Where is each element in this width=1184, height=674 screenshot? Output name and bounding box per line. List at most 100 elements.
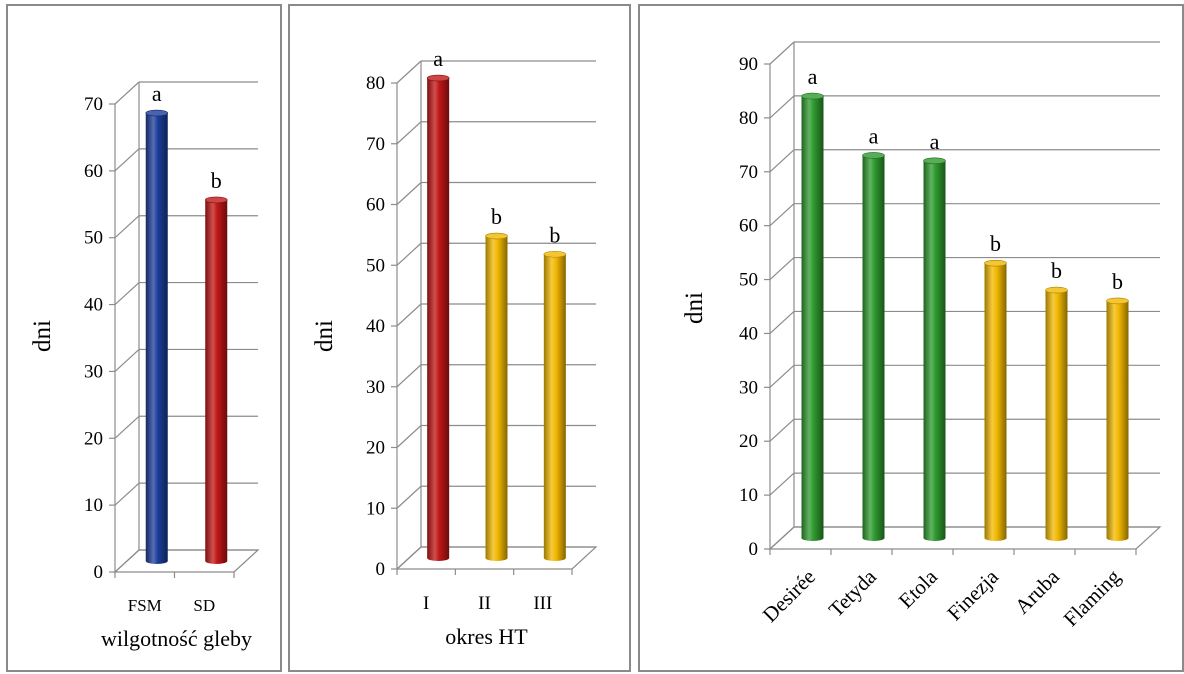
gridline-side-60 [769,203,795,227]
y-tick-label-30: 30 [366,377,385,398]
gridline-side-60 [396,182,422,205]
significance-letter-3: b [549,222,560,247]
y-tick-label-0: 0 [749,539,759,560]
gridline-side-80 [396,60,422,84]
y-tick-label-50: 50 [739,270,758,291]
significance-letter-2: b [491,204,502,229]
y-tick-label-70: 70 [739,162,758,183]
category-label-5: Aruba [1010,564,1065,619]
category-label-6: Flaming [1059,564,1126,631]
chart-floor [768,526,1162,550]
category-label-1: I [423,593,429,614]
y-tick-label-90: 90 [739,54,758,75]
gridline-side-10 [396,485,422,509]
chart-floor [113,549,260,573]
bar-1 [426,74,450,561]
gridline-side-30 [396,364,422,388]
y-tick-label-20: 20 [739,431,758,452]
gridline-side-30 [114,348,140,372]
bar-2 [862,152,885,541]
bar-4 [984,259,1007,541]
significance-letter-1: a [152,81,162,106]
y-tick-label-70: 70 [366,134,385,155]
gridline-side-20 [396,425,422,448]
bar-2 [204,196,228,564]
category-label-1: FSM [128,596,162,615]
gridline-side-20 [114,415,140,439]
bar-6 [1106,297,1129,541]
y-axis-title: dni [29,320,56,352]
gridline-side-70 [114,81,140,105]
y-tick-label-80: 80 [366,73,385,94]
y-tick-label-20: 20 [84,428,103,449]
chart-svg-3: 0 10 20 30 40 50 60 70 80 90 a Desirée a Tetyda a Etola… [681,41,1162,631]
bar-3 [543,250,567,562]
gridline-side-20 [769,418,795,442]
gridline-side-10 [769,472,795,496]
gridline-side-40 [114,282,140,306]
gridline-side-50 [396,242,422,266]
gridline-side-90 [769,41,795,65]
gridline-side-40 [396,303,422,327]
y-tick-label-70: 70 [84,94,103,115]
significance-letter-4: b [990,231,1001,256]
gridline-side-30 [769,364,795,388]
gridline-side-70 [396,121,422,145]
gridline-side-40 [769,311,795,334]
bar-1 [801,92,824,541]
bar-3 [923,157,946,541]
chart-panel-cultivar: 0 10 20 30 40 50 60 70 80 90 a Desirée a Tetyda a Etola… [638,4,1184,672]
gridline-side-50 [769,257,795,280]
y-tick-label-0: 0 [376,559,386,580]
significance-letter-5: b [1051,258,1062,283]
bar-1 [145,109,169,565]
category-label-3: III [533,593,552,614]
y-axis-title: dni [311,320,338,352]
category-label-2: Tetyda [824,564,882,622]
chart-svg-1: 0 10 20 30 40 50 60 70 a FSM b SD dni wilgotność gleb… [29,81,260,651]
category-label-4: Finezja [942,564,1003,625]
y-tick-label-60: 60 [366,195,385,216]
chart-svg-2: 0 10 20 30 40 50 60 70 80 a Ib II b III dni okres HT [311,46,598,649]
y-tick-label-30: 30 [84,361,103,382]
significance-letter-1: a [433,46,443,71]
significance-letter-3: a [930,129,940,154]
y-tick-label-60: 60 [84,161,103,182]
y-tick-label-40: 40 [739,323,758,344]
y-tick-label-10: 10 [366,498,385,519]
x-axis-title: wilgotność gleby [101,626,252,651]
gridline-side-80 [769,95,795,119]
y-tick-label-10: 10 [739,485,758,506]
gridline-side-10 [114,482,140,506]
y-tick-label-80: 80 [739,108,758,129]
gridline-side-0 [769,526,795,550]
gridline-side-70 [769,149,795,173]
y-tick-label-10: 10 [84,495,103,516]
category-label-3: Etola [894,564,943,613]
chart-panel-soil-moisture: 0 10 20 30 40 50 60 70 a FSM b SD dni wilgotność gleb… [6,4,282,672]
y-tick-label-40: 40 [366,316,385,337]
category-label-2: II [478,593,491,614]
gridline-side-0 [114,549,140,573]
y-tick-label-0: 0 [94,562,104,583]
x-axis-title: okres HT [445,624,528,649]
y-tick-label-20: 20 [366,438,385,459]
bar-2 [485,232,508,561]
gridline-side-60 [114,148,140,172]
y-tick-label-40: 40 [84,295,103,316]
significance-letter-2: b [211,168,222,193]
y-axis-title: dni [681,292,708,324]
significance-letter-1: a [808,64,818,89]
gridline-side-0 [396,546,422,570]
category-label-1: Desirée [758,565,820,627]
gridline-side-50 [114,215,140,239]
significance-letter-6: b [1112,269,1123,294]
bar-5 [1045,286,1068,541]
y-tick-label-50: 50 [84,228,103,249]
category-label-2: SD [193,596,215,615]
y-tick-label-60: 60 [739,216,758,237]
y-tick-label-30: 30 [739,377,758,398]
y-tick-label-50: 50 [366,255,385,276]
significance-letter-2: a [869,123,879,148]
